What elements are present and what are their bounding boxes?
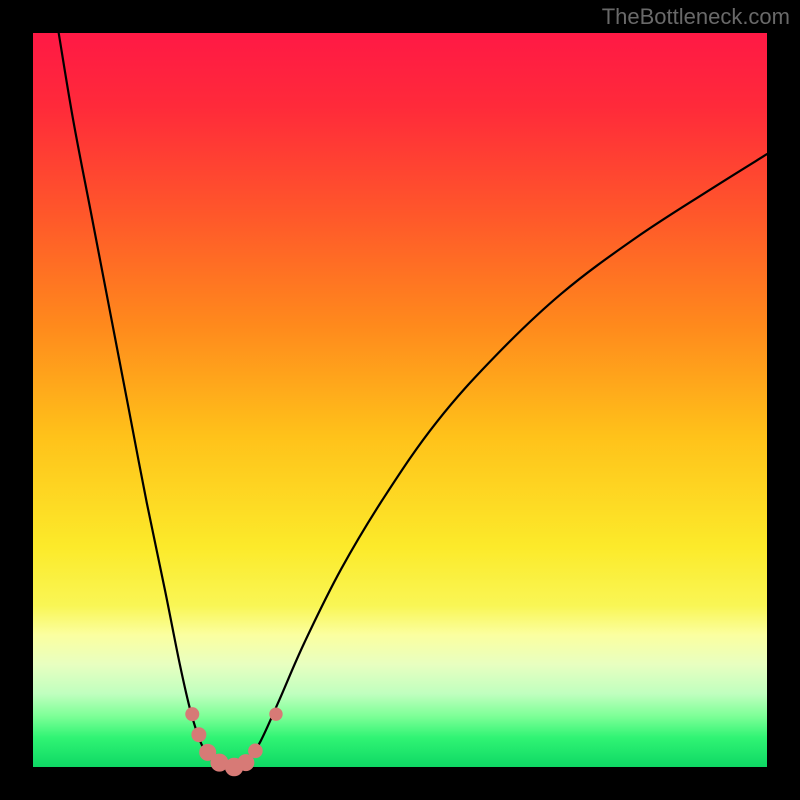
plot-area — [33, 33, 767, 767]
watermark-text: TheBottleneck.com — [602, 4, 790, 30]
marker-dot — [249, 744, 263, 758]
marker-dot — [270, 708, 282, 720]
marker-dot — [186, 708, 199, 721]
marker-dot — [192, 728, 206, 742]
chart-root: TheBottleneck.com — [0, 0, 800, 800]
chart-svg — [0, 0, 800, 800]
